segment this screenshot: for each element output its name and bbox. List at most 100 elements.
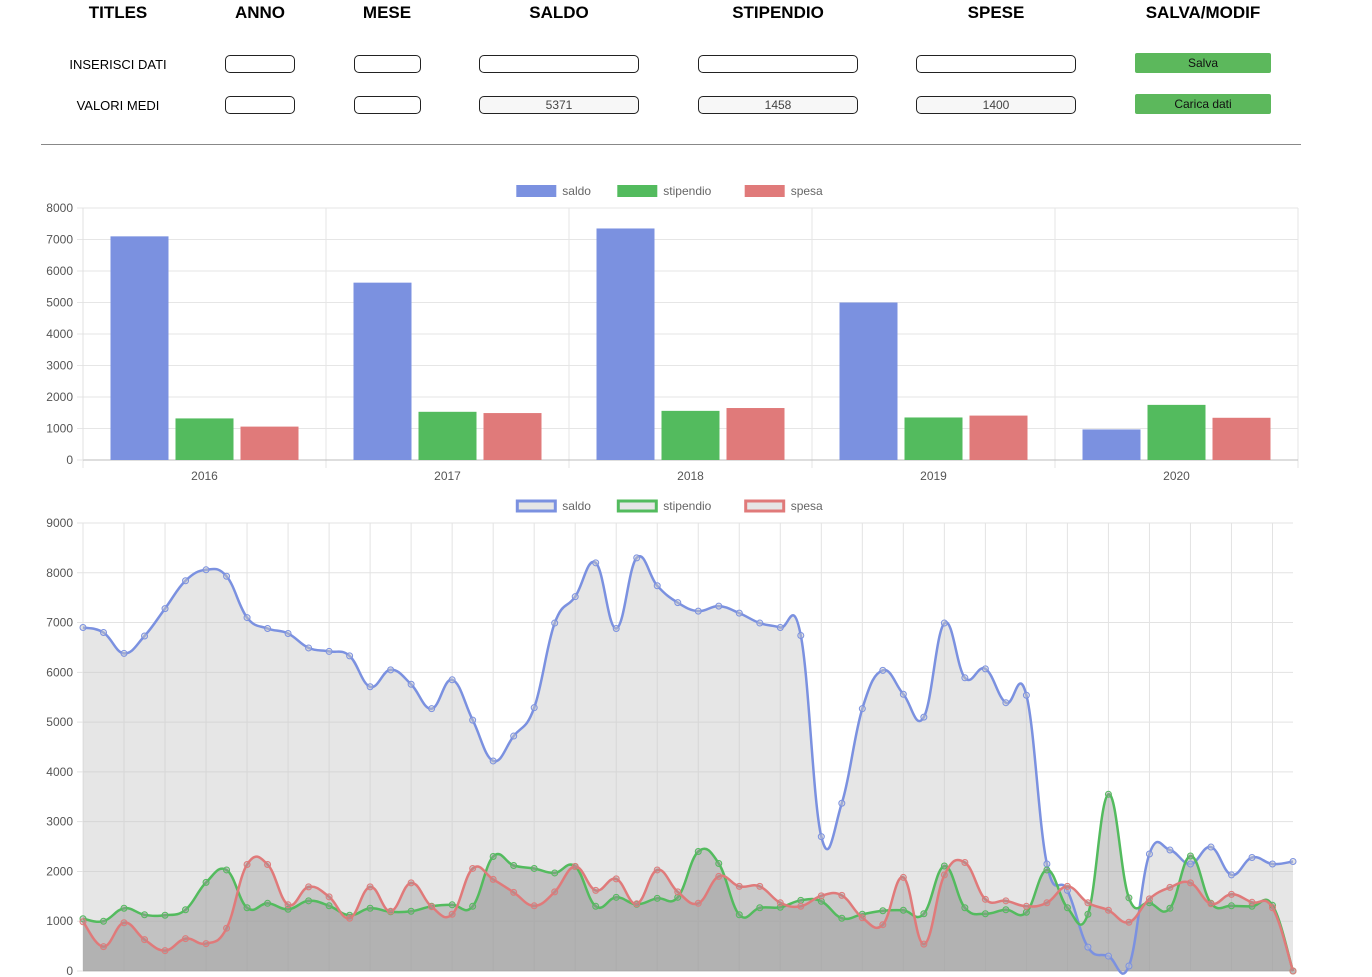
point-saldo-24	[571, 593, 579, 601]
point-stipendio-47	[1043, 866, 1051, 874]
point-stipendio-4	[161, 911, 169, 919]
point-stipendio-32	[735, 911, 743, 919]
point-saldo-46	[1022, 691, 1030, 699]
point-saldo-11	[305, 644, 313, 652]
point-stipendio-33	[756, 904, 764, 912]
point-saldo-23	[551, 619, 559, 627]
point-saldo-0	[79, 624, 87, 632]
header-anno: ANNO	[234, 3, 286, 22]
header-spese: SPESE	[967, 3, 1025, 22]
bar-x-tick-label: 2019	[920, 469, 947, 483]
point-saldo-8	[243, 614, 251, 622]
point-stipendio-29	[674, 893, 682, 901]
point-saldo-56	[1227, 871, 1235, 879]
point-spesa-53	[1166, 883, 1174, 891]
bar-saldo-2019	[839, 302, 898, 460]
line-y-tick-label: 2000	[46, 864, 73, 878]
point-spesa-21	[510, 888, 518, 896]
avg-saldo-field[interactable]	[479, 96, 639, 114]
point-stipendio-14	[366, 904, 374, 912]
point-saldo-52	[1145, 850, 1153, 858]
section-divider	[41, 144, 1301, 145]
point-saldo-10	[284, 630, 292, 638]
point-saldo-57	[1248, 854, 1256, 862]
point-saldo-58	[1268, 860, 1276, 868]
bar-saldo-2020	[1082, 429, 1141, 460]
point-spesa-50	[1104, 906, 1112, 914]
point-stipendio-44	[981, 910, 989, 918]
point-saldo-25	[592, 559, 600, 567]
bar-x-tick-label: 2016	[191, 469, 218, 483]
point-spesa-36	[817, 892, 825, 900]
point-saldo-42	[940, 619, 948, 627]
point-stipendio-48	[1063, 904, 1071, 912]
point-spesa-48	[1063, 882, 1071, 890]
point-saldo-54	[1186, 860, 1194, 868]
insert-stipendio-input[interactable]	[698, 55, 858, 73]
insert-spese-input[interactable]	[916, 55, 1076, 73]
avg-stipendio-field[interactable]	[698, 96, 858, 114]
point-saldo-9	[264, 625, 272, 633]
point-spesa-15	[387, 907, 395, 915]
bar-y-tick-label: 7000	[46, 233, 73, 247]
point-saldo-6	[202, 566, 210, 574]
point-saldo-14	[366, 683, 374, 691]
point-spesa-17	[428, 903, 436, 911]
avg-mese-input[interactable]	[354, 96, 421, 114]
avg-row-label: VALORI MEDI	[76, 98, 160, 113]
header-salva-modif: SALVA/MODIF	[1145, 3, 1261, 22]
point-spesa-34	[776, 899, 784, 907]
point-stipendio-16	[407, 907, 415, 915]
point-spesa-41	[920, 940, 928, 948]
header-stipendio: STIPENDIO	[732, 3, 824, 22]
point-spesa-11	[305, 883, 313, 891]
point-stipendio-23	[551, 869, 559, 877]
point-saldo-22	[530, 704, 538, 712]
point-saldo-1	[100, 629, 108, 637]
point-stipendio-2	[120, 904, 128, 912]
point-stipendio-5	[182, 906, 190, 914]
bar-stipendio-2016	[175, 418, 234, 460]
bar-x-tick-label: 2017	[434, 469, 461, 483]
line-legend-label-spesa: spesa	[791, 499, 823, 513]
bar-spesa-2020	[1212, 417, 1271, 460]
point-saldo-37	[838, 799, 846, 807]
area-fill-spesa	[83, 856, 1293, 971]
point-spesa-43	[961, 858, 969, 866]
point-saldo-5	[182, 577, 190, 585]
bar-stipendio-2017	[418, 411, 477, 460]
point-saldo-51	[1125, 962, 1133, 970]
save-button[interactable]: Salva	[1135, 53, 1271, 73]
line-legend-swatch-spesa	[744, 499, 786, 513]
point-saldo-21	[510, 732, 518, 740]
bar-x-tick-label: 2018	[677, 469, 704, 483]
bar-saldo-2016	[110, 236, 169, 460]
insert-mese-input[interactable]	[354, 55, 421, 73]
avg-anno-input[interactable]	[225, 96, 295, 114]
point-saldo-29	[674, 599, 682, 607]
line-legend-label-stipendio: stipendio	[663, 499, 711, 513]
point-spesa-18	[448, 910, 456, 918]
point-spesa-54	[1186, 879, 1194, 887]
point-saldo-34	[776, 624, 784, 632]
load-data-button[interactable]: Carica dati	[1135, 94, 1271, 114]
point-saldo-19	[469, 716, 477, 724]
point-stipendio-6	[202, 878, 210, 886]
point-spesa-0	[79, 918, 87, 926]
point-stipendio-35	[797, 896, 805, 904]
point-saldo-20	[489, 757, 497, 765]
bar-legend-label-saldo: saldo	[562, 184, 591, 198]
point-saldo-12	[325, 647, 333, 655]
point-stipendio-12	[325, 902, 333, 910]
avg-spese-field[interactable]	[916, 96, 1076, 114]
insert-saldo-input[interactable]	[479, 55, 639, 73]
line-legend-label-saldo: saldo	[562, 499, 591, 513]
insert-anno-input[interactable]	[225, 55, 295, 73]
point-stipendio-51	[1125, 894, 1133, 902]
point-spesa-59	[1289, 967, 1297, 975]
bar-y-tick-label: 0	[66, 453, 73, 467]
point-spesa-2	[120, 919, 128, 927]
point-saldo-18	[448, 676, 456, 684]
point-saldo-36	[817, 833, 825, 841]
point-saldo-53	[1166, 846, 1174, 854]
